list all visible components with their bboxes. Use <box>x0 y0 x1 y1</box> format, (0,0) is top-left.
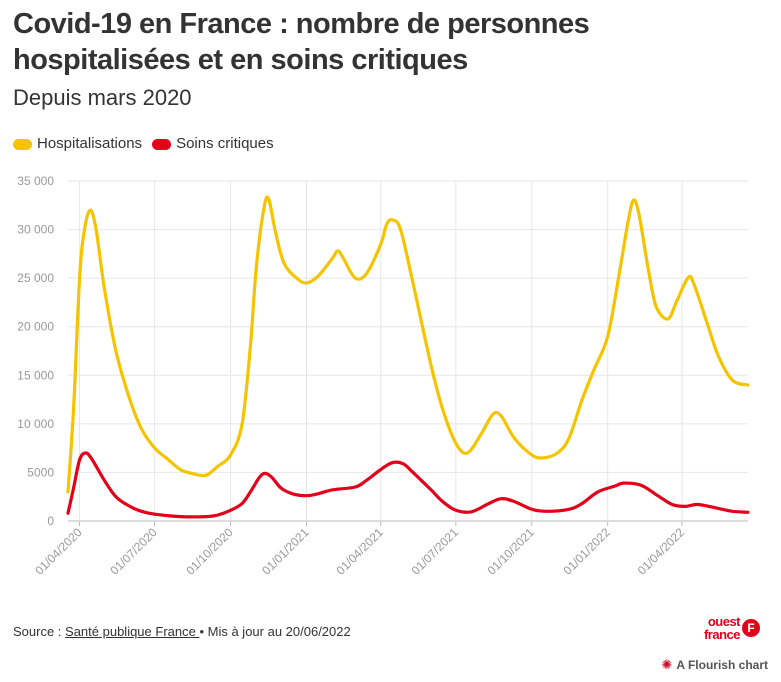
grid <box>68 180 748 522</box>
x-tick-label: 01/10/2021 <box>485 525 538 578</box>
logo-text-line-2: france <box>703 627 741 642</box>
x-tick-label: 01/10/2020 <box>183 525 236 578</box>
source-prefix: Source : <box>13 624 66 639</box>
flourish-label: A Flourish chart <box>676 658 768 672</box>
x-axis: 01/04/2020 01/07/2020 01/10/2020 01/01/2021… <box>32 521 687 578</box>
x-tick-label: 01/01/2021 <box>259 525 312 578</box>
update-date: • Mis à jour au 20/06/2022 <box>199 624 351 639</box>
y-tick-label: 15 000 <box>17 368 54 382</box>
x-tick-label: 01/04/2021 <box>334 525 387 578</box>
logo-mark-icon: F <box>742 619 760 637</box>
y-tick-label: 30 000 <box>17 223 54 237</box>
source-link[interactable]: Santé publique France <box>65 624 200 639</box>
x-tick-label: 01/04/2022 <box>635 525 688 578</box>
footer-source: Source : Santé publique France • Mis à j… <box>13 624 351 639</box>
x-tick-label: 01/01/2022 <box>560 525 613 578</box>
legend-item-hospitalisations[interactable]: Hospitalisations <box>13 134 142 154</box>
y-tick-label: 5000 <box>27 465 54 479</box>
legend: Hospitalisations Soins critiques <box>13 134 274 154</box>
line-chart: 0 5000 10 000 15 000 20 000 25 000 30 000 35 00… <box>17 174 750 578</box>
logo-text: ouest france <box>694 614 741 642</box>
y-axis: 0 5000 10 000 15 000 20 000 25 000 30 000 35 00… <box>17 174 54 528</box>
y-tick-label: 0 <box>47 514 54 528</box>
y-tick-label: 20 000 <box>17 320 54 334</box>
logo-text-line-1: ouest <box>707 614 741 629</box>
legend-item-soins-critiques[interactable]: Soins critiques <box>152 134 274 154</box>
series-line-hospitalisations[interactable] <box>66 195 750 494</box>
y-tick-label: 35 000 <box>17 174 54 188</box>
y-tick-label: 10 000 <box>17 417 54 431</box>
legend-swatch-soins-critiques <box>152 138 172 150</box>
series-line-soins-critiques[interactable] <box>66 451 750 519</box>
flourish-credit[interactable]: ✺ A Flourish chart <box>662 657 768 673</box>
chart-title: Covid-19 en France : nombre de personnes… <box>13 8 590 76</box>
ouest-france-logo: ouest france F <box>694 615 762 645</box>
flourish-icon: ✺ <box>661 657 673 672</box>
legend-label-soins-critiques: Soins critiques <box>176 135 274 152</box>
legend-swatch-hospitalisations <box>13 138 32 150</box>
legend-label-hospitalisations: Hospitalisations <box>37 135 143 152</box>
x-tick-label: 01/07/2021 <box>409 525 462 578</box>
y-tick-label: 25 000 <box>17 271 54 285</box>
x-tick-label: 01/07/2020 <box>107 525 160 578</box>
chart-subtitle: Depuis mars 2020 <box>13 85 192 110</box>
x-tick-label: 01/04/2020 <box>32 525 85 578</box>
series-lines <box>66 195 750 519</box>
